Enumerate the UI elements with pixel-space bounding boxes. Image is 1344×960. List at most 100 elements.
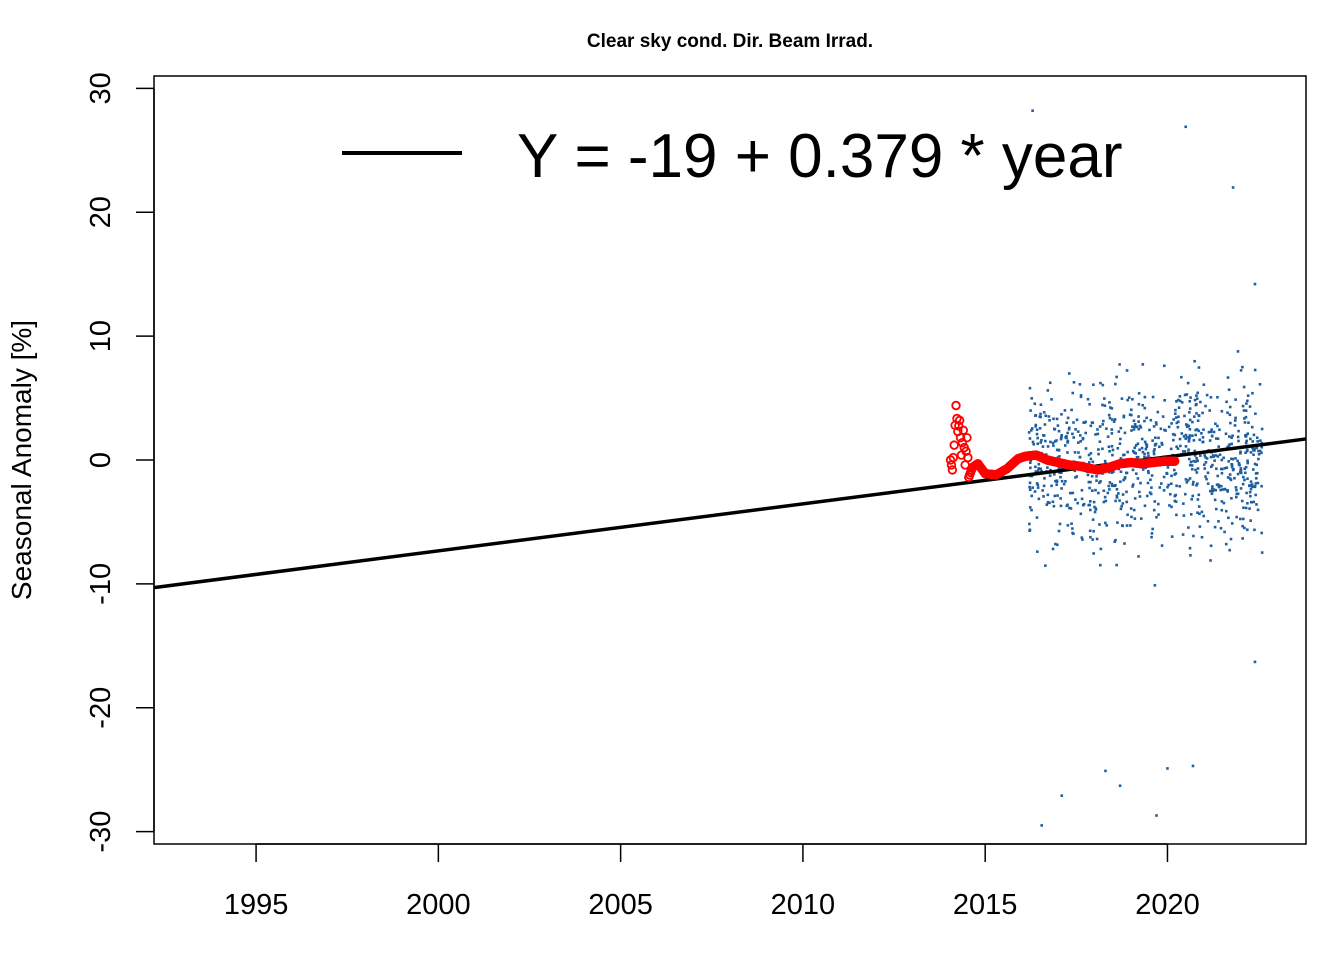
scatter-point	[1050, 484, 1053, 488]
scatter-point	[1065, 421, 1069, 425]
scatter-point	[1039, 412, 1042, 416]
scatter-point	[1096, 432, 1100, 436]
scatter-point	[1256, 508, 1260, 512]
scatter-point	[1042, 411, 1046, 414]
scatter-point	[1234, 398, 1237, 401]
scatter-point	[1255, 477, 1258, 480]
scatter-point	[1258, 449, 1262, 453]
scatter-point	[1141, 450, 1145, 454]
scatter-point	[1055, 543, 1059, 547]
scatter-point	[1137, 490, 1141, 494]
scatter-point	[1076, 441, 1080, 444]
scatter-point	[1251, 440, 1255, 443]
scatter-point	[1125, 490, 1128, 494]
scatter-point	[1250, 483, 1254, 486]
scatter-point	[1196, 482, 1199, 486]
scatter-point	[1121, 524, 1124, 528]
scatter-point	[1210, 434, 1214, 438]
scatter-point	[1215, 483, 1219, 487]
scatter-point	[1108, 488, 1111, 491]
running-mean-point	[947, 465, 958, 475]
scatter-point	[1132, 419, 1136, 423]
scatter-point	[1249, 437, 1252, 441]
scatter-point	[1104, 521, 1107, 525]
scatter-point	[1182, 435, 1186, 438]
scatter-point	[1139, 481, 1142, 485]
scatter-point	[1110, 407, 1114, 410]
scatter-point	[1218, 453, 1222, 457]
scatter-point	[1133, 517, 1137, 520]
scatter-point	[1234, 457, 1237, 460]
scatter-point	[1097, 452, 1100, 456]
scatter-point	[1068, 506, 1071, 510]
scatter-point	[1256, 471, 1259, 475]
legend: Y = -19 + 0.379 * year	[342, 122, 1123, 191]
scatter-point	[1186, 381, 1190, 385]
scatter-point	[1029, 466, 1032, 470]
scatter-point	[1153, 448, 1156, 451]
scatter-point	[1119, 426, 1123, 430]
scatter-point	[1115, 488, 1119, 491]
scatter-point	[1107, 445, 1111, 449]
scatter-point	[1091, 421, 1095, 425]
scatter-point	[1162, 489, 1166, 492]
scatter-point	[1198, 512, 1201, 516]
scatter-point	[1170, 474, 1173, 478]
scatter-point	[1252, 453, 1255, 457]
scatter-point	[1037, 497, 1041, 501]
scatter-point	[1229, 537, 1233, 541]
scatter-point	[1220, 508, 1224, 512]
scatter-point	[1255, 436, 1259, 440]
scatter-point	[1203, 454, 1207, 457]
scatter-point	[1246, 528, 1249, 532]
scatter-point	[1203, 467, 1207, 470]
scatter-point	[1250, 485, 1254, 488]
scatter-point	[1197, 493, 1201, 497]
scatter-point	[1234, 495, 1238, 499]
scatter-point	[1072, 381, 1076, 384]
scatter-point	[1119, 480, 1122, 484]
scatter-point	[1226, 489, 1229, 492]
scatter-point	[1249, 494, 1252, 498]
scatter-point	[1191, 764, 1195, 768]
scatter-point	[1179, 444, 1182, 448]
running-mean-point	[958, 425, 969, 435]
scatter-point	[1184, 125, 1187, 129]
scatter-point	[1033, 402, 1037, 406]
scatter-point	[1253, 449, 1256, 452]
scatter-point	[1230, 436, 1233, 440]
scatter-point	[1146, 469, 1150, 473]
y-tick-label: 0	[85, 452, 117, 468]
scatter-point	[1184, 478, 1188, 481]
scatter-point	[1239, 369, 1243, 372]
scatter-point	[1028, 437, 1032, 440]
scatter-point	[1168, 492, 1172, 496]
scatter-point	[1098, 425, 1102, 428]
scatter-point	[1132, 508, 1136, 512]
scatter-point	[1131, 397, 1134, 401]
running-mean-point	[949, 440, 959, 450]
scatter-point	[1034, 414, 1037, 418]
running-mean-point	[963, 452, 973, 463]
scatter-point	[1162, 364, 1166, 368]
scatter-point	[1108, 449, 1111, 453]
scatter-point	[1098, 523, 1101, 526]
scatter-point	[1236, 459, 1239, 463]
scatter-point	[1157, 436, 1160, 440]
scatter-point	[1228, 413, 1232, 417]
scatter-point	[1132, 451, 1136, 454]
scatter-point	[1203, 463, 1206, 466]
scatter-point	[1239, 450, 1242, 454]
scatter-point	[1047, 415, 1051, 418]
scatter-point	[1162, 475, 1166, 479]
scatter-point	[1046, 389, 1050, 392]
scatter-point	[1237, 439, 1240, 443]
scatter-point	[1130, 429, 1133, 432]
scatter-point	[1227, 516, 1230, 520]
scatter-point	[1253, 447, 1256, 451]
scatter-point	[1109, 406, 1112, 409]
scatter-point	[1180, 375, 1183, 379]
scatter-point	[1034, 465, 1037, 469]
scatter-point	[1028, 461, 1032, 465]
scatter-point	[1209, 430, 1213, 434]
